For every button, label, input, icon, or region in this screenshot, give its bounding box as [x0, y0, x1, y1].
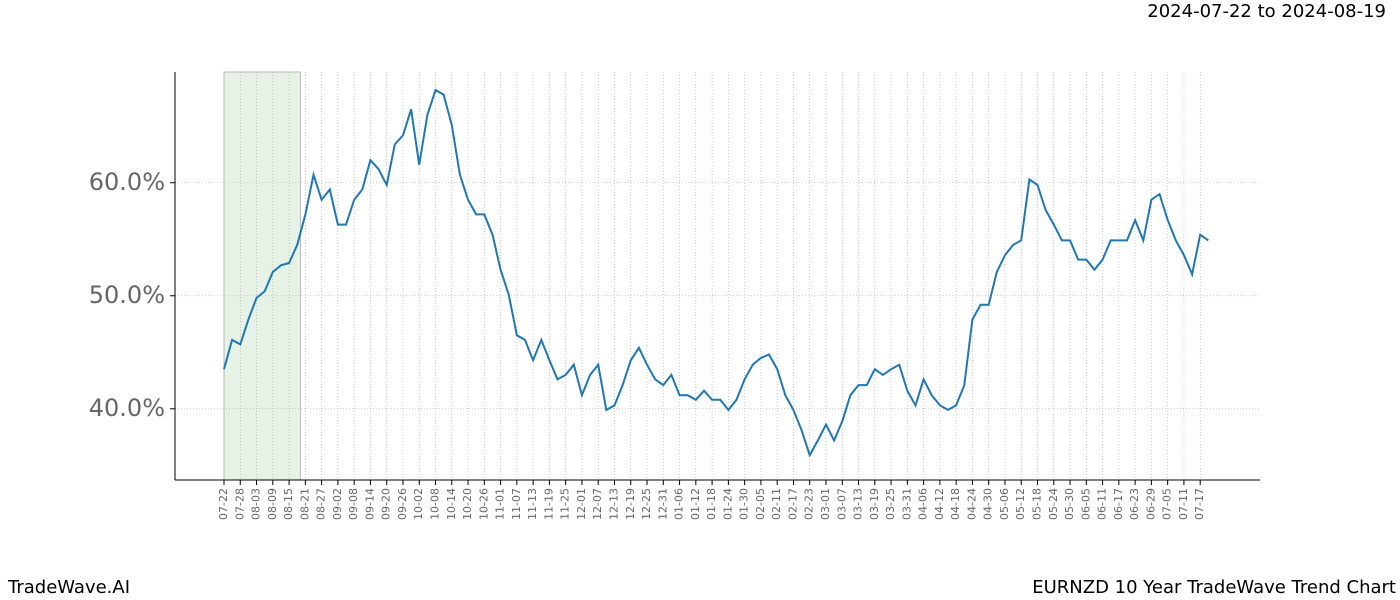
- x-tick-label: 09-26: [396, 488, 409, 520]
- x-tick-label: 07-05: [1161, 488, 1174, 520]
- line-series: [223, 88, 1209, 458]
- x-tick-label: 07-22: [217, 488, 230, 520]
- x-tick-label: 03-01: [819, 488, 832, 520]
- x-tick-label: 05-06: [998, 488, 1011, 520]
- x-tick-label: 12-13: [607, 488, 620, 520]
- x-tick-label: 06-17: [1112, 488, 1125, 520]
- x-tick-label: 12-31: [656, 488, 669, 520]
- x-tick-label: 01-12: [689, 488, 702, 520]
- x-tick-label: 10-20: [461, 488, 474, 520]
- y-tick-label: 50.0%: [89, 281, 165, 309]
- x-tick-label: 03-25: [884, 488, 897, 520]
- x-tick-label: 01-30: [738, 488, 751, 520]
- x-tick-label: 01-06: [673, 488, 686, 520]
- x-tick-label: 04-30: [982, 488, 995, 520]
- x-tick-label: 04-06: [917, 488, 930, 520]
- x-tick-label: 05-18: [1031, 488, 1044, 520]
- x-tick-label: 03-07: [835, 488, 848, 520]
- x-tick-label: 06-11: [1096, 488, 1109, 520]
- highlight-region: [223, 71, 301, 481]
- x-tick-label: 11-01: [494, 488, 507, 520]
- x-tick-label: 07-28: [233, 488, 246, 520]
- x-tick-label: 06-29: [1144, 488, 1157, 520]
- x-tick-label: 01-24: [721, 488, 734, 520]
- x-tick-label: 02-05: [754, 488, 767, 520]
- x-tick-label: 08-27: [315, 488, 328, 520]
- x-tick-label: 06-23: [1128, 488, 1141, 520]
- x-tick-label: 06-05: [1079, 488, 1092, 520]
- x-tick-label: 12-01: [575, 488, 588, 520]
- x-tick-label: 05-12: [1014, 488, 1027, 520]
- x-tick-label: 02-23: [803, 488, 816, 520]
- x-tick-label: 03-13: [852, 488, 865, 520]
- x-tick-label: 08-15: [282, 488, 295, 520]
- chart-title: EURNZD 10 Year TradeWave Trend Chart: [1032, 577, 1396, 598]
- x-tick-label: 10-14: [445, 488, 458, 520]
- x-tick-label: 07-11: [1177, 488, 1190, 520]
- x-tick-label: 08-09: [266, 488, 279, 520]
- x-tick-label: 09-14: [363, 488, 376, 520]
- x-tick-label: 03-31: [900, 488, 913, 520]
- x-tick-label: 02-17: [786, 488, 799, 520]
- x-tick-label: 11-13: [526, 488, 539, 520]
- x-tick-label: 09-20: [380, 488, 393, 520]
- x-tick-label: 02-11: [770, 488, 783, 520]
- x-tick-label: 11-19: [542, 488, 555, 520]
- x-tick-label: 11-25: [559, 488, 572, 520]
- x-tick-label: 05-24: [1047, 488, 1060, 520]
- x-tick-label: 04-24: [965, 488, 978, 520]
- x-tick-label: 09-08: [347, 488, 360, 520]
- date-range: 2024-07-22 to 2024-08-19: [1147, 1, 1386, 22]
- y-tick-label: 60.0%: [89, 168, 165, 196]
- x-tick-label: 12-07: [591, 488, 604, 520]
- x-tick-label: 01-18: [705, 488, 718, 520]
- x-tick-label: 04-12: [933, 488, 946, 520]
- x-tick-label: 09-02: [331, 488, 344, 520]
- x-tick-label: 10-08: [429, 488, 442, 520]
- x-tick-label: 12-19: [624, 488, 637, 520]
- x-tick-label: 10-26: [477, 488, 490, 520]
- x-tick-label: 05-30: [1063, 488, 1076, 520]
- x-tick-label: 12-25: [640, 488, 653, 520]
- x-tick-label: 11-07: [510, 488, 523, 520]
- x-tick-label: 03-19: [868, 488, 881, 520]
- x-tick-label: 07-17: [1193, 488, 1206, 520]
- brand: TradeWave.AI: [7, 577, 130, 598]
- x-tick-label: 08-03: [250, 488, 263, 520]
- x-tick-label: 10-02: [412, 488, 425, 520]
- x-tick-label: 04-18: [949, 488, 962, 520]
- y-tick-label: 40.0%: [89, 394, 165, 422]
- x-tick-label: 08-21: [298, 488, 311, 520]
